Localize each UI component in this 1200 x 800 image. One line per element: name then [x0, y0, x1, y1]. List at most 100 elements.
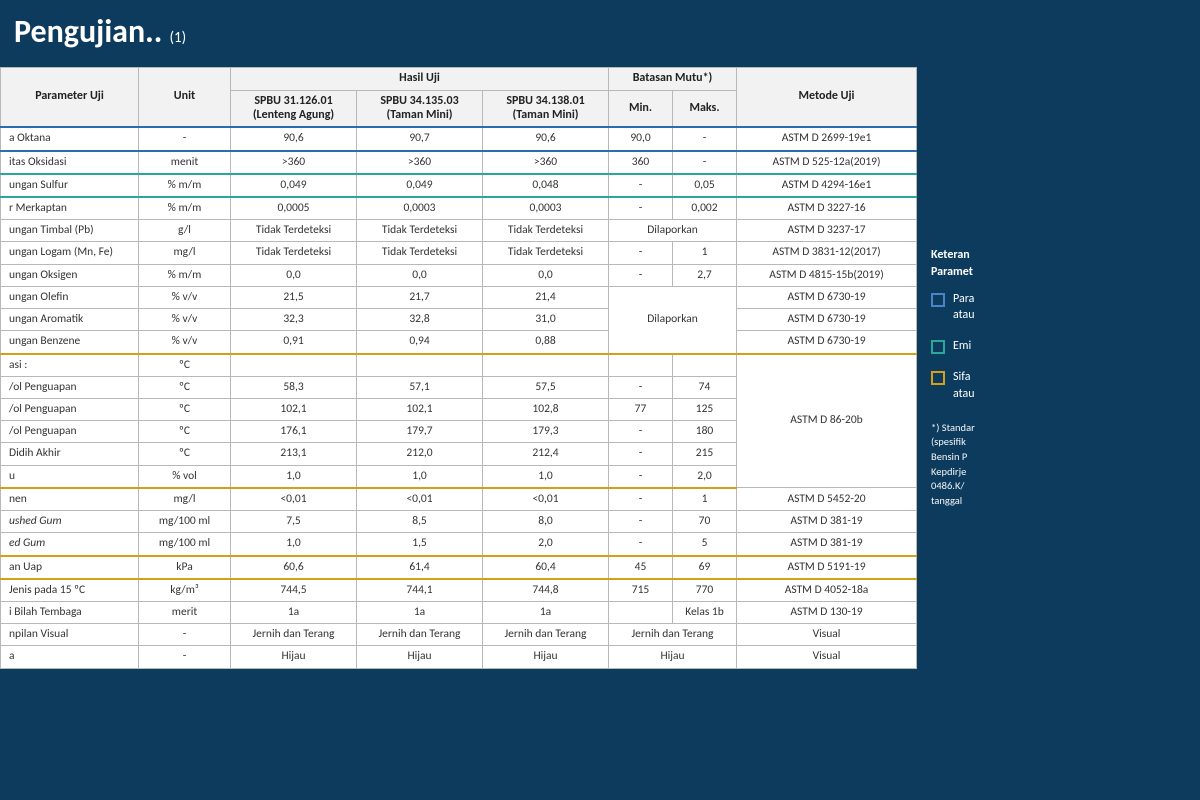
th-method: Metode Uji	[737, 68, 917, 128]
table-row: a-HijauHijauHijauHijauVisual	[1, 646, 917, 668]
legend-swatch-gold	[931, 371, 945, 385]
table-body: a Oktana-90,690,790,690,0-ASTM D 2699-19…	[1, 127, 917, 668]
cell-max: 69	[673, 556, 737, 579]
cell-unit: ºC	[139, 376, 231, 398]
table-row: npilan Visual-Jernih dan TerangJernih da…	[1, 624, 917, 646]
cell-max: 2,7	[673, 264, 737, 286]
cell-param: /ol Penguapan	[1, 421, 139, 443]
cell-s1: 60,6	[231, 556, 357, 579]
cell-min: -	[609, 533, 673, 556]
content-row: Parameter Uji Unit Hasil Uji Batasan Mut…	[0, 57, 1200, 669]
cell-unit: % vol	[139, 465, 231, 488]
cell-param: ungan Benzene	[1, 331, 139, 354]
cell-param: u	[1, 465, 139, 488]
th-batasan: Batasan Mutu*)	[609, 68, 737, 91]
cell-param: itas Oksidasi	[1, 151, 139, 174]
cell-s2: 1,5	[357, 533, 483, 556]
table-row: ungan Logam (Mn, Fe)mg/lTidak Terdeteksi…	[1, 242, 917, 264]
cell-param: ungan Logam (Mn, Fe)	[1, 242, 139, 264]
table-head: Parameter Uji Unit Hasil Uji Batasan Mut…	[1, 68, 917, 128]
legend-item: Paraatau	[931, 291, 1077, 325]
cell-s3: 1,0	[483, 465, 609, 488]
cell-method: ASTM D 3237-17	[737, 220, 917, 242]
cell-unit: mg/l	[139, 488, 231, 511]
cell-s2: 0,94	[357, 331, 483, 354]
cell-method: ASTM D 381-19	[737, 533, 917, 556]
th-unit: Unit	[139, 68, 231, 128]
cell-max: 215	[673, 443, 737, 465]
legend-swatch-teal	[931, 340, 945, 354]
cell-min: -	[609, 465, 673, 488]
th-spbu1: SPBU 31.126.01(Lenteng Agung)	[231, 90, 357, 127]
table-row: ushed Gummg/100 ml7,58,58,0-70ASTM D 381…	[1, 511, 917, 533]
cell-s2: 102,1	[357, 399, 483, 421]
cell-s3: 102,8	[483, 399, 609, 421]
cell-method: ASTM D 4294-16e1	[737, 174, 917, 197]
cell-method: ASTM D 3227-16	[737, 197, 917, 220]
cell-max: 5	[673, 533, 737, 556]
cell-max: 0,05	[673, 174, 737, 197]
cell-s2: 744,1	[357, 579, 483, 602]
cell-unit: mg/100 ml	[139, 511, 231, 533]
cell-method-merged: ASTM D 86-20b	[737, 354, 917, 488]
footnote: *) Standar(spesifikBensin PKepdirje0486.…	[931, 421, 1077, 509]
th-hasil: Hasil Uji	[231, 68, 609, 91]
cell-max: -	[673, 151, 737, 174]
cell-param: asi :	[1, 354, 139, 377]
cell-s2: 1,0	[357, 465, 483, 488]
th-spbu2: SPBU 34.135.03(Taman Mini)	[357, 90, 483, 127]
cell-unit: % v/v	[139, 309, 231, 331]
cell-s1: 744,5	[231, 579, 357, 602]
cell-s2: <0,01	[357, 488, 483, 511]
cell-unit: -	[139, 646, 231, 668]
cell-s2: Jernih dan Terang	[357, 624, 483, 646]
cell-s2: 21,7	[357, 286, 483, 308]
cell-method: ASTM D 4052-18a	[737, 579, 917, 602]
cell-min: -	[609, 488, 673, 511]
cell-min: -	[609, 174, 673, 197]
cell-s3: 2,0	[483, 533, 609, 556]
cell-s1: 1,0	[231, 533, 357, 556]
cell-minmax-merged: Dilaporkan	[609, 286, 737, 353]
cell-s3: 8,0	[483, 511, 609, 533]
cell-s3: 21,4	[483, 286, 609, 308]
table-row: Jenis pada 15 ºCkg/m³744,5744,1744,87157…	[1, 579, 917, 602]
cell-param: ungan Oksigen	[1, 264, 139, 286]
cell-param: /ol Penguapan	[1, 399, 139, 421]
table-row: itas Oksidasimenit>360>360>360360-ASTM D…	[1, 151, 917, 174]
cell-method: ASTM D 525-12a(2019)	[737, 151, 917, 174]
cell-min: -	[609, 443, 673, 465]
cell-s2: 32,8	[357, 309, 483, 331]
cell-s2: >360	[357, 151, 483, 174]
cell-param: i Bilah Tembaga	[1, 601, 139, 623]
cell-s1: <0,01	[231, 488, 357, 511]
cell-unit: -	[139, 127, 231, 150]
legend-text: Emi	[953, 338, 971, 355]
cell-min	[609, 601, 673, 623]
cell-max: -	[673, 127, 737, 150]
cell-unit: kPa	[139, 556, 231, 579]
cell-min: -	[609, 511, 673, 533]
cell-s1: 58,3	[231, 376, 357, 398]
cell-unit: % m/m	[139, 174, 231, 197]
cell-s3: 31,0	[483, 309, 609, 331]
cell-min: 77	[609, 399, 673, 421]
th-max: Maks.	[673, 90, 737, 127]
cell-min: -	[609, 264, 673, 286]
cell-min: -	[609, 197, 673, 220]
cell-s2: 90,7	[357, 127, 483, 150]
cell-s1: Tidak Terdeteksi	[231, 220, 357, 242]
cell-max: 1	[673, 242, 737, 264]
cell-param: ungan Aromatik	[1, 309, 139, 331]
cell-s2: 8,5	[357, 511, 483, 533]
cell-max: 74	[673, 376, 737, 398]
cell-method: ASTM D 6730-19	[737, 286, 917, 308]
cell-param: ungan Olefin	[1, 286, 139, 308]
cell-param: a	[1, 646, 139, 668]
th-min: Min.	[609, 90, 673, 127]
cell-s3: Jernih dan Terang	[483, 624, 609, 646]
cell-minmax: Hijau	[609, 646, 737, 668]
cell-s3: 0,048	[483, 174, 609, 197]
legend-text: Paraatau	[953, 291, 975, 325]
title-suffix: (1)	[169, 29, 186, 47]
